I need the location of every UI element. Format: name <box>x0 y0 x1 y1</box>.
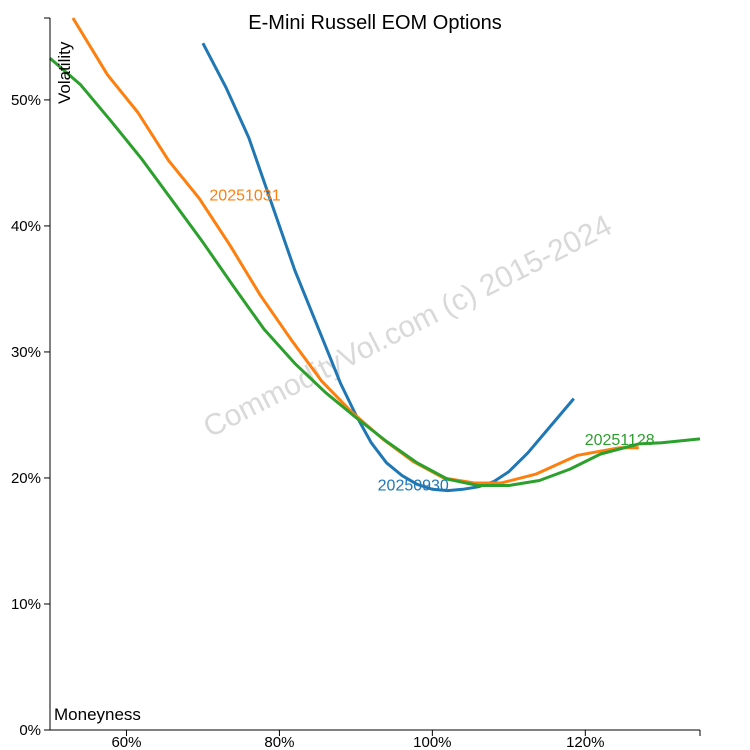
y-tick-label: 0% <box>19 722 41 739</box>
series-line-20251128 <box>49 57 701 487</box>
axes-layer: 0% 10% 20% 30% 40% 50% 60% 80% 100% 120% <box>11 17 701 750</box>
y-tick-label: 30% <box>11 344 41 361</box>
x-axis-title: Moneyness <box>54 705 141 724</box>
x-tick-label: 80% <box>264 734 294 750</box>
series-label-20250930: 20250930 <box>378 478 449 495</box>
y-tick-label: 40% <box>11 218 41 235</box>
series-layer: 20250930 20251031 20251128 <box>49 17 701 495</box>
chart-title: E-Mini Russell EOM Options <box>248 12 501 34</box>
series-label-20251128: 20251128 <box>585 432 655 449</box>
y-axis-title: Volatility <box>55 41 74 104</box>
y-tick-label: 20% <box>11 470 41 487</box>
series-line-20251031 <box>71 17 639 485</box>
series-label-20251031: 20251031 <box>209 188 280 205</box>
y-tick-label: 10% <box>11 596 41 613</box>
x-tick-label: 100% <box>413 734 451 750</box>
x-tick-label: 120% <box>566 734 604 750</box>
series-line-20250930 <box>201 42 575 493</box>
x-tick-label: 60% <box>111 734 141 750</box>
y-tick-label: 50% <box>11 92 41 109</box>
